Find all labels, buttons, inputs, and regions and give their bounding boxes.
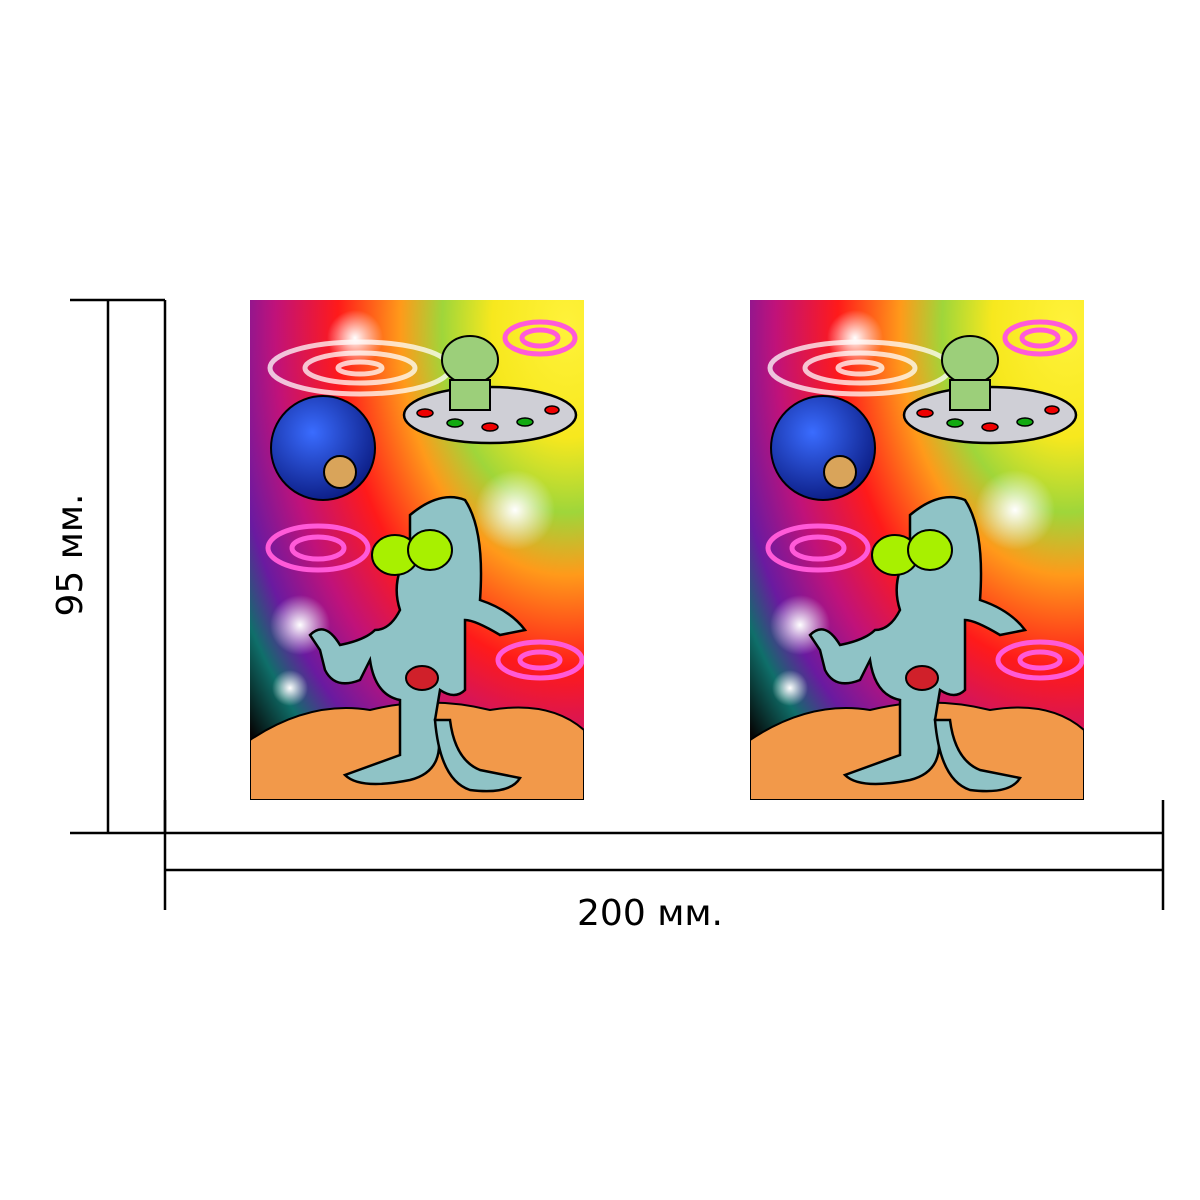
product-image <box>750 300 1084 800</box>
height-label: 95 мм. <box>50 493 91 616</box>
width-dimension: 200 мм. <box>163 800 1165 934</box>
height-dimension: 95 мм. <box>50 298 167 835</box>
width-label: 200 мм. <box>577 893 723 934</box>
product-image <box>250 300 584 800</box>
